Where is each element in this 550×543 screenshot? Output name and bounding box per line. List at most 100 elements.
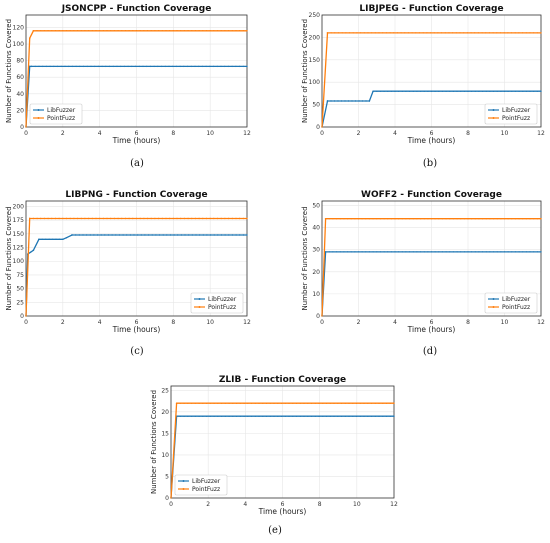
data-point	[529, 218, 531, 220]
data-point	[242, 65, 244, 68]
data-point	[227, 30, 230, 32]
data-point	[445, 218, 447, 220]
legend-marker	[492, 117, 495, 119]
data-point	[131, 65, 133, 68]
x-tick-label: 10	[206, 319, 214, 326]
data-point	[242, 217, 244, 220]
data-point	[525, 218, 528, 220]
data-point	[481, 218, 484, 220]
data-point	[418, 32, 421, 34]
data-point	[65, 30, 68, 32]
data-point	[438, 90, 440, 92]
data-point	[445, 90, 447, 92]
data-point	[510, 32, 513, 34]
data-point	[277, 402, 279, 404]
data-point	[397, 90, 400, 92]
data-point	[235, 402, 238, 404]
data-point	[401, 90, 403, 92]
data-point	[314, 402, 316, 404]
data-point	[496, 90, 498, 92]
panel-caption: (c)	[130, 346, 144, 357]
data-point	[195, 234, 197, 236]
data-point	[438, 218, 440, 220]
data-point	[132, 30, 134, 32]
data-point	[357, 251, 360, 253]
data-point	[288, 402, 290, 404]
data-point	[481, 90, 484, 92]
x-tick-label: 8	[171, 319, 175, 326]
data-point	[190, 402, 193, 404]
data-point	[190, 415, 193, 417]
data-point	[500, 218, 502, 220]
y-tick-label: 0	[20, 124, 24, 131]
data-point	[65, 237, 68, 239]
data-point	[280, 415, 283, 417]
data-point	[467, 218, 469, 220]
data-point	[387, 218, 389, 220]
data-point	[187, 402, 189, 404]
data-point	[536, 251, 539, 253]
data-point	[60, 65, 62, 68]
chart-panel-2: 0 2 4 6 8 10 12 0 50 100 150 200 250 Time (hours) Numb…	[301, 4, 545, 169]
data-point	[345, 32, 347, 34]
legend-label: PointFuzz	[208, 304, 236, 311]
data-point	[385, 32, 388, 34]
data-point	[466, 32, 469, 34]
data-point	[180, 30, 182, 32]
data-point	[160, 65, 163, 68]
data-point	[224, 234, 226, 236]
data-point	[419, 218, 422, 220]
x-tick-label: 0	[169, 501, 173, 508]
data-point	[220, 402, 223, 404]
data-point	[224, 30, 226, 32]
data-point	[529, 32, 531, 34]
data-point	[172, 65, 174, 68]
data-point	[394, 251, 396, 253]
data-point	[379, 218, 382, 220]
data-point	[292, 402, 294, 404]
y-tick-label: 40	[16, 91, 24, 98]
data-point	[94, 65, 96, 68]
legend-label: PointFuzz	[502, 304, 530, 311]
data-point	[440, 32, 443, 34]
data-point	[401, 218, 403, 220]
data-point	[168, 65, 170, 68]
y-tick-label: 150	[309, 57, 321, 64]
data-point	[29, 37, 31, 39]
data-point	[228, 415, 230, 417]
data-point	[75, 65, 77, 68]
data-point	[32, 217, 35, 220]
legend-box	[484, 292, 538, 314]
data-point	[348, 415, 350, 417]
data-point	[322, 402, 324, 404]
data-point	[56, 65, 59, 68]
data-point	[463, 32, 465, 34]
data-point	[106, 30, 108, 32]
data-point	[128, 30, 130, 32]
data-point	[525, 251, 528, 253]
data-point	[188, 234, 190, 236]
data-point	[143, 217, 145, 220]
data-point	[434, 218, 436, 220]
data-point	[412, 251, 414, 253]
chart-title: LIBPNG - Function Coverage	[65, 190, 207, 200]
data-point	[463, 251, 466, 253]
data-point	[339, 218, 341, 220]
data-point	[474, 32, 476, 34]
data-point	[374, 402, 376, 404]
chart-panel-3: 0 2 4 6 8 10 12 0 25 50 75 100 125 150 175 200 Time (hou…	[5, 190, 251, 357]
data-point	[209, 217, 211, 220]
data-point	[492, 218, 495, 220]
data-point	[80, 30, 83, 32]
data-point	[514, 218, 517, 220]
data-point	[394, 218, 396, 220]
data-point	[84, 217, 86, 220]
data-point	[522, 251, 524, 253]
data-point	[434, 251, 436, 253]
data-point	[183, 30, 186, 32]
data-point	[357, 218, 360, 220]
data-point	[62, 217, 64, 220]
data-point	[333, 415, 335, 417]
data-point	[332, 251, 334, 253]
